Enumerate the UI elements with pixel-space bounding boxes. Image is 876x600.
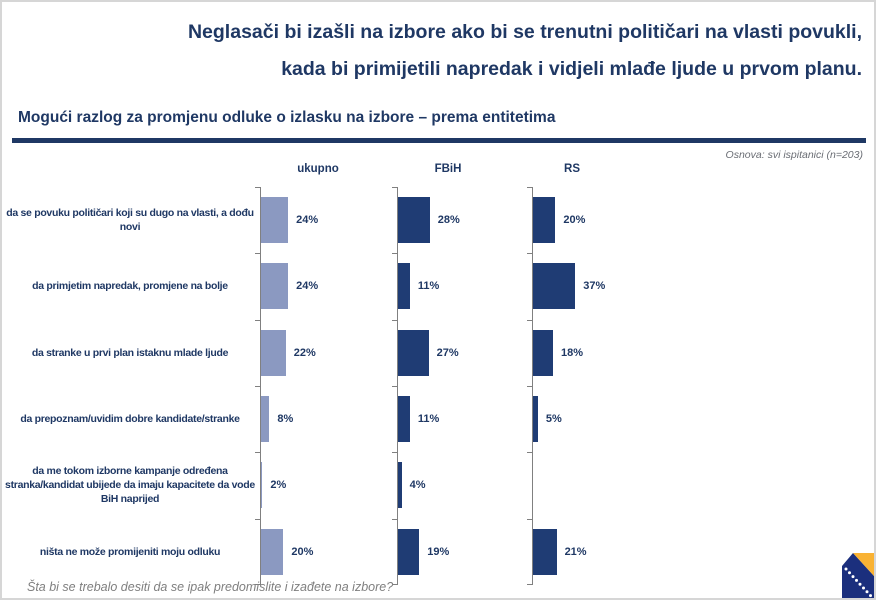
- axis-tick: [527, 452, 532, 453]
- value-label-fbih: 28%: [437, 214, 460, 226]
- bar-fbih: [397, 197, 430, 243]
- bar-fbih: [397, 528, 420, 575]
- value-label-fbih: 19%: [427, 545, 450, 558]
- bar-fbih: [397, 329, 429, 376]
- category-label: da se povuku političari koji su dugo na …: [6, 207, 254, 234]
- axis-tick: [392, 452, 397, 453]
- flag-yellow-triangle: [853, 553, 874, 576]
- footer-question: Šta bi se trebalo desiti da se ipak pred…: [27, 580, 394, 594]
- value-label-rs: 37%: [583, 280, 606, 293]
- value-label-ukupno: 24%: [296, 280, 319, 293]
- axis-tick: [392, 519, 397, 520]
- axis-tick: [527, 187, 532, 188]
- category-label: ništa ne može promijeniti moju odluku: [39, 545, 221, 558]
- bar-ukupno: [260, 528, 284, 575]
- bar-rs: [532, 197, 556, 243]
- category-label: da primjetim napredak, promjene na bolje: [32, 280, 228, 293]
- axis-tick: [392, 253, 397, 254]
- axis-tick: [255, 386, 260, 387]
- column-header-rs: RS: [564, 163, 580, 175]
- value-label-ukupno: 20%: [291, 545, 314, 558]
- category-label: da prepoznam/uvidim dobre kandidate/stra…: [20, 413, 240, 426]
- axis-tick: [255, 320, 260, 321]
- base-note: Osnova: svi ispitanici (n=203): [725, 149, 863, 161]
- bar-rs: [532, 528, 557, 575]
- value-label-fbih: 11%: [417, 280, 440, 293]
- category-label: da me tokom izborne kampanje određena st…: [5, 465, 255, 506]
- bar-chart: da se povuku političari koji su dugo na …: [2, 187, 874, 585]
- axis-tick: [392, 187, 397, 188]
- value-label-fbih: 11%: [417, 412, 440, 425]
- axis-line: [397, 187, 398, 585]
- axis-tick: [255, 253, 260, 254]
- column-header-fbih: FBiH: [434, 163, 462, 175]
- value-label-ukupno: 8%: [277, 412, 294, 425]
- bar-rs: [532, 263, 576, 310]
- axis-tick: [255, 452, 260, 453]
- page-title-line2: kada bi primijetili napredak i vidjeli m…: [281, 58, 862, 80]
- bih-flag-logo: [842, 553, 874, 598]
- value-label-ukupno: 2%: [270, 479, 287, 492]
- flag-blue-field: [842, 553, 874, 598]
- chart-row: da stranke u prvi plan istaknu mlade lju…: [2, 320, 874, 386]
- column-headers: ukupno FBiH RS: [2, 163, 874, 179]
- bar-rs: [532, 395, 538, 442]
- chart-subtitle: Mogući razlog za promjenu odluke o izlas…: [18, 109, 556, 126]
- column-header-ukupno: ukupno: [297, 163, 339, 175]
- bar-ukupno: [260, 462, 263, 509]
- chart-row: da prepoznam/uvidim dobre kandidate/stra…: [2, 386, 874, 452]
- axis-line: [260, 187, 261, 585]
- axis-tick: [527, 584, 532, 585]
- axis-tick: [255, 187, 260, 188]
- page-title: Neglasači bi izašli na izbore ako bi se …: [14, 14, 862, 88]
- category-label: da stranke u prvi plan istaknu mlade lju…: [31, 346, 229, 359]
- bar-rs: [532, 329, 554, 376]
- value-label-ukupno: 24%: [296, 214, 319, 226]
- chart-row: da primjetim napredak, promjene na bolje…: [2, 253, 874, 319]
- divider-line: [12, 138, 866, 143]
- axis-tick: [527, 386, 532, 387]
- axis-tick: [392, 386, 397, 387]
- value-label-rs: 18%: [561, 346, 584, 359]
- value-label-rs: 20%: [563, 214, 586, 226]
- value-label-rs: 5%: [545, 412, 562, 425]
- axis-tick: [255, 584, 260, 585]
- chart-row: ništa ne može promijeniti moju odluku 20…: [2, 519, 874, 585]
- axis-tick: [392, 584, 397, 585]
- page-title-line1: Neglasači bi izašli na izbore ako bi se …: [187, 21, 862, 43]
- chart-row: da se povuku političari koji su dugo na …: [2, 187, 874, 253]
- bar-ukupno: [260, 197, 289, 243]
- axis-tick: [527, 519, 532, 520]
- bar-ukupno: [260, 395, 270, 442]
- bar-fbih: [397, 263, 410, 310]
- bar-ukupno: [260, 263, 289, 310]
- axis-tick: [255, 519, 260, 520]
- value-label-fbih: 4%: [409, 479, 426, 492]
- value-label-ukupno: 22%: [293, 346, 316, 359]
- axis-tick: [527, 320, 532, 321]
- axis-tick: [392, 320, 397, 321]
- chart-row: da me tokom izborne kampanje određena st…: [2, 452, 874, 518]
- value-label-fbih: 27%: [436, 346, 459, 359]
- bar-ukupno: [260, 329, 286, 376]
- axis-line: [532, 187, 533, 585]
- axis-tick: [527, 253, 532, 254]
- flag-stars: [844, 567, 872, 598]
- value-label-rs: 21%: [564, 545, 587, 558]
- bar-fbih: [397, 462, 402, 509]
- bar-fbih: [397, 395, 410, 442]
